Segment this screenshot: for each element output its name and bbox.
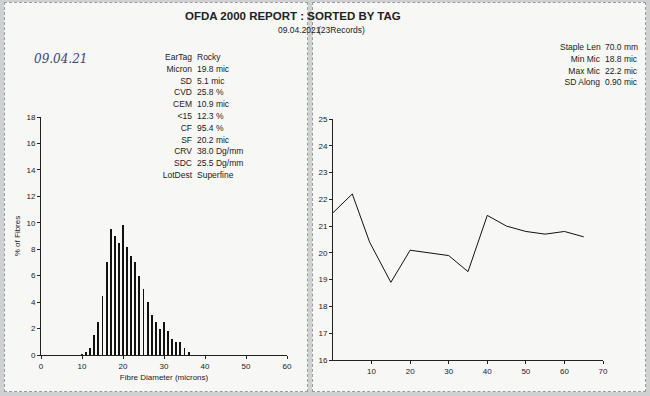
html-text:Micron: Micron [166, 63, 192, 74]
html-text:09.04.2021: 09.04.2021 [278, 25, 321, 35]
html-text:(23Records): (23Records) [318, 25, 365, 35]
svg-text:17: 17 [318, 329, 327, 338]
svg-text:60: 60 [283, 362, 292, 371]
svg-text:19: 19 [318, 275, 327, 284]
svg-text:50: 50 [521, 367, 530, 376]
html-text:<15: <15 [177, 111, 192, 121]
html-text:20.2 mic: 20.2 mic [197, 134, 230, 145]
html-text:12.3 %: 12.3 % [197, 111, 224, 121]
html-text:SD: SD [180, 75, 192, 86]
svg-text:60: 60 [560, 367, 569, 376]
html-text:SD Along: SD Along [564, 77, 600, 88]
html-text:OFDA 2000 REPORT : SORTED BY T: OFDA 2000 REPORT : SORTED BY TAG [185, 10, 401, 22]
svg-text:20: 20 [318, 249, 327, 258]
svg-text:0: 0 [31, 351, 36, 360]
svg-text:18: 18 [26, 113, 35, 122]
html-text:38.0 Dg/mm: 38.0 Dg/mm [197, 146, 244, 157]
svg-text:6: 6 [31, 271, 36, 280]
html-text:Rocky: Rocky [197, 52, 221, 62]
svg-text:10: 10 [367, 367, 376, 376]
svg-text:30: 30 [160, 362, 169, 371]
html-text:70.0 mm: 70.0 mm [605, 42, 639, 52]
html-text:22.2 mic: 22.2 mic [605, 65, 638, 76]
svg-text:18: 18 [318, 302, 327, 311]
html-text:SDC: SDC [174, 158, 192, 169]
svg-text:Fibre Diameter (microns): Fibre Diameter (microns) [120, 373, 209, 382]
html-text:5.1 mic: 5.1 mic [197, 75, 225, 86]
svg-text:70: 70 [599, 367, 608, 376]
svg-text:23: 23 [318, 168, 327, 177]
svg-text:22: 22 [318, 195, 327, 204]
svg-text:24: 24 [318, 142, 327, 151]
svg-text:20: 20 [406, 367, 415, 376]
svg-text:12: 12 [26, 192, 35, 201]
html-text:EarTag: EarTag [165, 52, 192, 62]
html-text:19.8 mic: 19.8 mic [197, 63, 230, 74]
svg-text:20: 20 [119, 362, 128, 371]
html-text:0.90 mic: 0.90 mic [605, 77, 638, 88]
html-text:95.4 %: 95.4 % [197, 122, 224, 133]
html-text:SF: SF [181, 134, 192, 145]
svg-text:4: 4 [31, 298, 36, 307]
svg-text:10: 10 [78, 362, 87, 371]
svg-text:% of Fibres: % of Fibres [13, 216, 22, 256]
html-text:Superfine: Superfine [197, 170, 234, 180]
svg-text:40: 40 [201, 362, 210, 371]
html-text:LotDest: LotDest [162, 170, 192, 180]
html-text:09.04.21: 09.04.21 [34, 52, 88, 66]
html-text:25.8 %: 25.8 % [197, 87, 224, 98]
html-text:25.5 Dg/mm: 25.5 Dg/mm [197, 158, 244, 169]
svg-text:30: 30 [444, 367, 453, 376]
html-text:CVD: CVD [174, 87, 192, 98]
html-text:Staple Len: Staple Len [560, 42, 601, 52]
svg-text:10: 10 [26, 219, 35, 228]
svg-text:16: 16 [318, 356, 327, 365]
html-text:CRV: CRV [174, 146, 192, 157]
svg-text:14: 14 [26, 166, 35, 175]
html-text:18.8 mic: 18.8 mic [605, 53, 638, 64]
html-text:CF: CF [180, 122, 192, 133]
svg-text:2: 2 [31, 324, 36, 333]
svg-text:16: 16 [26, 139, 35, 148]
html-text:CEM: CEM [173, 99, 192, 110]
svg-text:50: 50 [242, 362, 251, 371]
html-text:Min Mic: Min Mic [570, 53, 600, 64]
svg-text:25: 25 [318, 115, 327, 124]
html-text:Max Mic: Max Mic [568, 65, 600, 76]
svg-text:40: 40 [483, 367, 492, 376]
svg-text:0: 0 [39, 362, 44, 371]
svg-text:21: 21 [318, 222, 327, 231]
svg-text:8: 8 [31, 245, 36, 254]
html-text:10.9 mic: 10.9 mic [197, 99, 230, 110]
